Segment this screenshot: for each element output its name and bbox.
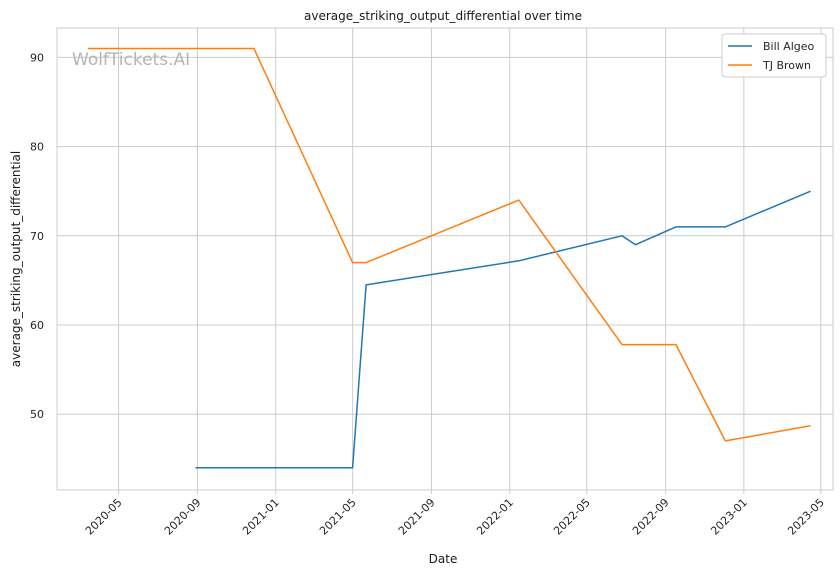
series-line-1 — [87, 47, 811, 442]
x-axis-label: Date — [429, 552, 458, 566]
x-tick-label: 2020-05 — [83, 496, 125, 538]
x-tick-label: 2021-05 — [317, 496, 359, 538]
y-tick-label: 60 — [30, 319, 44, 332]
y-tick-label: 90 — [30, 51, 44, 64]
x-tick-label: 2022-01 — [474, 496, 516, 538]
gridlines — [57, 28, 833, 490]
x-tick-label: 2022-05 — [551, 496, 593, 538]
plot-frame — [56, 27, 834, 491]
x-tick-label: 2020-09 — [162, 496, 204, 538]
x-tick-label: 2021-01 — [240, 496, 282, 538]
legend-box — [721, 33, 827, 78]
series-line-0 — [195, 190, 811, 469]
legend-label: Bill Algeo — [763, 40, 815, 53]
x-tick-label: 2022-09 — [630, 496, 672, 538]
y-tick-label: 50 — [30, 408, 44, 421]
legend-label: TJ Brown — [762, 59, 811, 72]
x-tick-label: 2023-01 — [708, 496, 750, 538]
watermark: WolfTickets.AI — [72, 50, 190, 70]
x-axis-ticks: 2020-05 2020-09 2021-01 2021-05 2021-09 2022-… — [83, 490, 827, 538]
y-tick-label: 70 — [30, 230, 44, 243]
y-tick-label: 80 — [30, 141, 44, 154]
y-axis-ticks: 50 60 70 80 90 — [30, 51, 44, 421]
y-axis-label: average_striking_output_differential — [9, 151, 23, 367]
x-tick-label: 2021-09 — [396, 496, 438, 538]
x-tick-label: 2023-05 — [785, 496, 827, 538]
chart-title: average_striking_output_differential ove… — [304, 9, 582, 23]
legend: Bill Algeo TJ Brown — [721, 33, 827, 78]
series-lines — [87, 47, 811, 469]
